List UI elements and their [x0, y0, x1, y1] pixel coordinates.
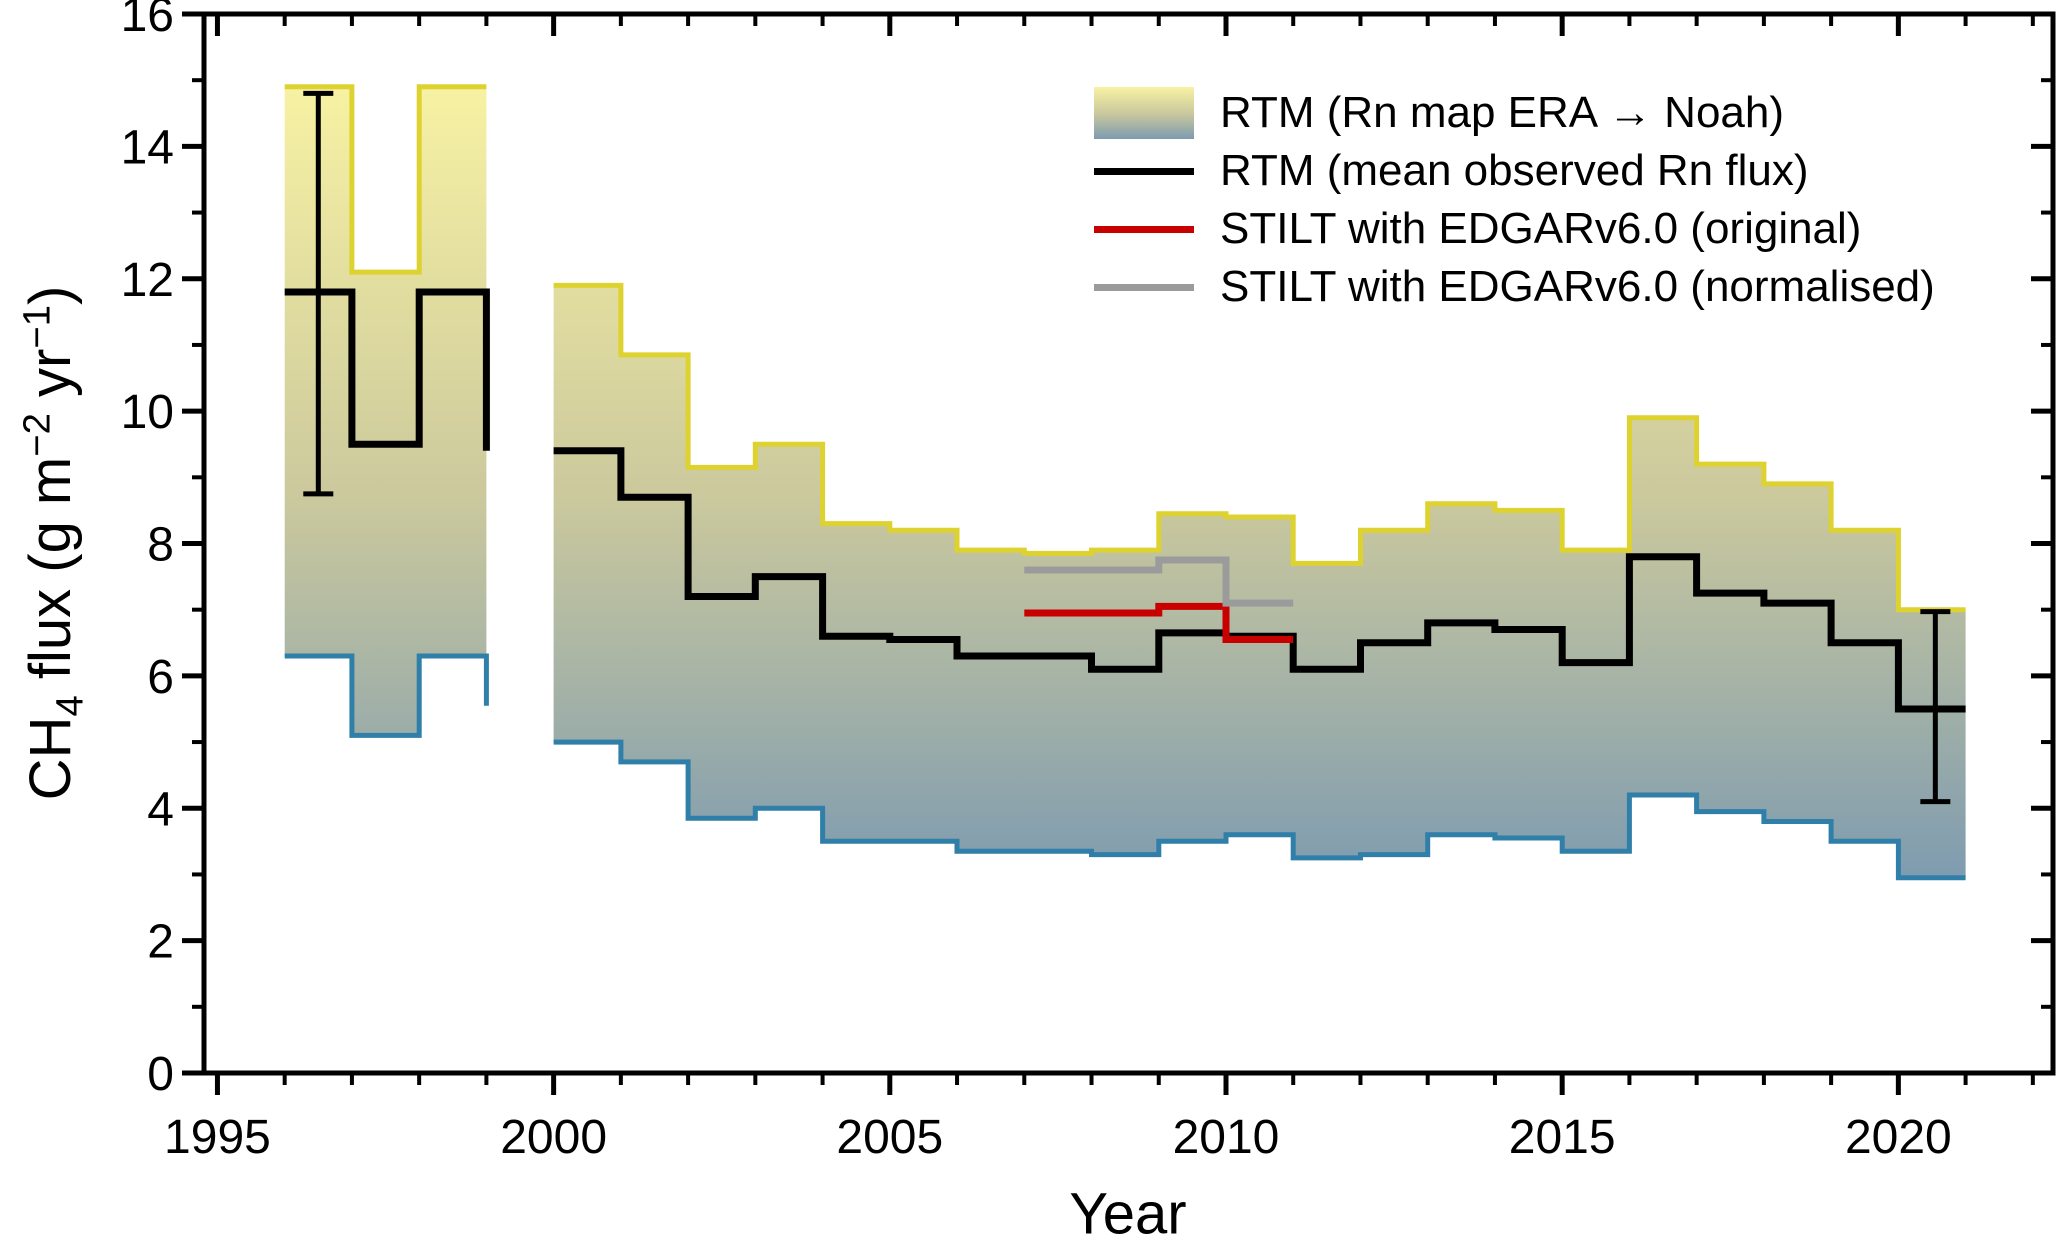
band-fill — [553, 285, 1966, 878]
y-tick-label: 12 — [121, 254, 174, 307]
band-upper-line — [553, 282, 1966, 613]
x-tick-label: 1995 — [164, 1111, 271, 1164]
series-line-1 — [1024, 602, 1294, 643]
y-tick-label: 8 — [147, 519, 174, 572]
x-tick-label: 2020 — [1845, 1111, 1952, 1164]
y-title-text: yr — [17, 348, 83, 414]
y-tick-label: 14 — [121, 121, 174, 174]
y-axis-title: CH4 flux (g m−2 yr−1) — [16, 286, 93, 801]
x-tick-label: 2000 — [500, 1111, 607, 1164]
band-fill — [284, 86, 487, 736]
legend-item-rtm-band: RTM (Rn map ERA → Noah) — [1094, 84, 1935, 142]
legend-label-stilt-original: STILT with EDGARv6.0 (original) — [1220, 204, 1862, 253]
x-tick-label: 2015 — [1509, 1111, 1616, 1164]
y-tick-label: 6 — [147, 651, 174, 704]
y-title-subscript: 4 — [48, 695, 92, 717]
band-lower-line — [284, 653, 489, 738]
y-tick-label: 16 — [121, 0, 174, 42]
legend-label-rtm-band: RTM (Rn map ERA → Noah) — [1220, 88, 1785, 137]
rtm-band — [284, 84, 1966, 881]
x-axis-title: Year — [1069, 1181, 1187, 1247]
band-upper-line — [284, 84, 487, 275]
y-title-superscript: −2 — [15, 413, 59, 457]
series-line-2 — [1024, 556, 1294, 607]
legend-label-rtm-mean: RTM (mean observed Rn flux) — [1220, 146, 1809, 195]
y-title-text: CH — [17, 716, 83, 801]
y-title-text: ) — [17, 285, 83, 306]
x-tick-label: 2010 — [1173, 1111, 1280, 1164]
legend-item-rtm-mean: RTM (mean observed Rn flux) — [1094, 142, 1935, 200]
band-lower-line — [553, 739, 1966, 881]
legend-item-stilt-normalised: STILT with EDGARv6.0 (normalised) — [1094, 258, 1935, 316]
y-tick-label: 4 — [147, 783, 174, 836]
legend-band-swatch — [1094, 87, 1194, 139]
legend-label-stilt-normalised: STILT with EDGARv6.0 (normalised) — [1220, 262, 1935, 311]
legend-item-stilt-original: STILT with EDGARv6.0 (original) — [1094, 200, 1935, 258]
legend-line-swatch-red — [1094, 225, 1194, 233]
tick-labels: 1995 2000 2005 2010 2015 2020 0 2 4 6 8 10 12 14 16 — [121, 0, 1952, 1164]
axis-ticks — [182, 11, 2053, 1095]
legend-line-swatch-gray — [1094, 283, 1194, 291]
legend-line-swatch-black — [1094, 167, 1194, 175]
y-tick-label: 2 — [147, 916, 174, 969]
y-title-text: flux (g m — [17, 456, 83, 696]
error-bars — [303, 90, 1951, 805]
y-tick-label: 10 — [121, 386, 174, 439]
legend: RTM (Rn map ERA → Noah) RTM (mean observ… — [1094, 84, 1935, 316]
x-tick-label: 2005 — [836, 1111, 943, 1164]
y-tick-label: 0 — [147, 1048, 174, 1101]
y-title-superscript: −1 — [15, 305, 59, 349]
